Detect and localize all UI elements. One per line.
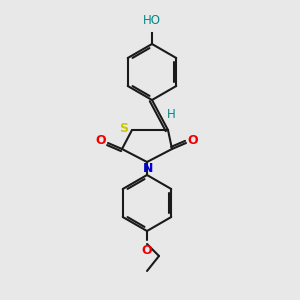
Text: O: O	[142, 244, 152, 257]
Text: N: N	[143, 161, 153, 175]
Text: H: H	[167, 107, 176, 121]
Text: HO: HO	[143, 14, 161, 27]
Text: S: S	[119, 122, 128, 136]
Text: O: O	[96, 134, 106, 146]
Text: O: O	[188, 134, 198, 146]
